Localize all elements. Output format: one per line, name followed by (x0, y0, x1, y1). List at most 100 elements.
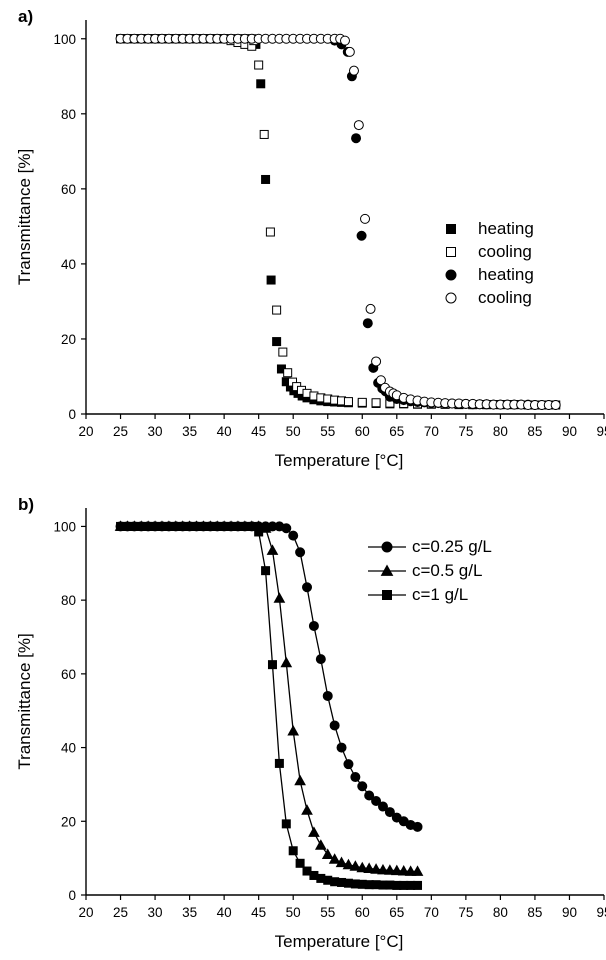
y-tick-label: 60 (61, 667, 76, 682)
data-point (371, 356, 382, 367)
data-point (265, 227, 275, 237)
data-point (288, 846, 298, 856)
x-tick-label: 35 (182, 424, 197, 439)
data-point (287, 724, 300, 736)
data-point (404, 865, 417, 876)
y-tick-label: 40 (61, 257, 76, 272)
y-axis-title: Transmittance [%] (15, 149, 34, 285)
legend-marker (380, 564, 394, 576)
data-point (356, 230, 367, 241)
data-point (377, 801, 388, 812)
panel-label: a) (18, 7, 33, 26)
series-3 (115, 33, 561, 410)
x-tick-label: 50 (286, 905, 301, 920)
x-axis-title: Temperature [°C] (275, 932, 404, 951)
x-tick-label: 20 (78, 905, 93, 920)
x-tick-label: 65 (389, 905, 404, 920)
x-axis-title: Temperature [°C] (275, 451, 404, 470)
data-point (322, 690, 333, 701)
data-point (266, 544, 279, 555)
data-point (254, 60, 264, 70)
data-point (315, 654, 326, 665)
data-point (340, 35, 350, 46)
data-point (411, 865, 424, 876)
legend-label: c=0.25 g/L (412, 537, 492, 556)
data-point (267, 660, 277, 670)
legend-marker (445, 292, 457, 304)
x-tick-label: 45 (251, 424, 266, 439)
data-point (384, 864, 396, 875)
x-tick-label: 95 (596, 905, 606, 920)
data-point (342, 858, 355, 870)
data-point (363, 862, 376, 873)
x-tick-label: 65 (389, 424, 404, 439)
data-point (272, 337, 282, 347)
x-tick-label: 80 (493, 424, 508, 439)
data-point (259, 129, 269, 139)
data-point (371, 796, 382, 807)
data-point (370, 863, 382, 874)
data-point (362, 318, 373, 329)
legend-marker (381, 541, 393, 553)
data-point (413, 880, 423, 890)
series-line (120, 525, 418, 873)
data-point (272, 305, 282, 315)
x-tick-label: 30 (148, 905, 163, 920)
data-point (336, 742, 347, 753)
data-point (302, 582, 313, 593)
data-point (247, 521, 257, 531)
legend-marker (446, 224, 456, 234)
legend: c=0.25 g/L c=0.5 g/L c=1 g/L (368, 537, 492, 604)
data-point (390, 864, 403, 876)
x-tick-label: 20 (78, 424, 93, 439)
panel-label: b) (18, 495, 34, 514)
legend-marker (445, 269, 457, 281)
x-tick-label: 40 (217, 905, 232, 920)
x-tick-label: 30 (148, 424, 163, 439)
data-point (281, 523, 292, 534)
data-point (348, 65, 359, 76)
y-tick-label: 60 (61, 182, 76, 197)
chart-panel-b: b)20253035404550556065707580859095020406… (15, 495, 606, 951)
x-tick-label: 60 (355, 905, 370, 920)
series-2 (116, 521, 423, 890)
y-tick-label: 100 (53, 519, 76, 534)
data-point (412, 821, 423, 832)
y-tick-label: 0 (68, 888, 76, 903)
data-point (266, 275, 276, 285)
data-point (375, 375, 386, 386)
legend-label: c=0.5 g/L (412, 561, 482, 580)
y-tick-label: 80 (61, 593, 76, 608)
data-point (349, 860, 362, 871)
y-axis-title: Transmittance [%] (15, 633, 34, 769)
x-tick-label: 40 (217, 424, 232, 439)
data-point (397, 865, 410, 876)
data-point (288, 530, 299, 541)
data-point (329, 720, 340, 731)
y-tick-label: 80 (61, 107, 76, 122)
data-point (356, 861, 369, 873)
data-point (365, 303, 376, 314)
data-point (308, 826, 320, 837)
x-tick-label: 85 (527, 424, 542, 439)
x-tick-label: 85 (527, 905, 542, 920)
data-point (321, 848, 334, 859)
data-point (357, 397, 367, 407)
data-point (256, 79, 266, 89)
data-point (360, 213, 371, 224)
legend-label: heating (478, 265, 534, 284)
data-point (343, 759, 354, 770)
x-tick-label: 70 (424, 905, 439, 920)
legend-label: heating (478, 219, 534, 238)
data-point (281, 819, 291, 829)
x-tick-label: 50 (286, 424, 301, 439)
data-point (274, 758, 284, 768)
legend-marker (446, 247, 456, 257)
y-tick-label: 100 (53, 32, 76, 47)
x-tick-label: 90 (562, 424, 577, 439)
data-point (343, 397, 353, 407)
legend: heating cooling heating cooling (445, 219, 534, 307)
x-tick-label: 45 (251, 905, 266, 920)
data-point (357, 781, 368, 792)
